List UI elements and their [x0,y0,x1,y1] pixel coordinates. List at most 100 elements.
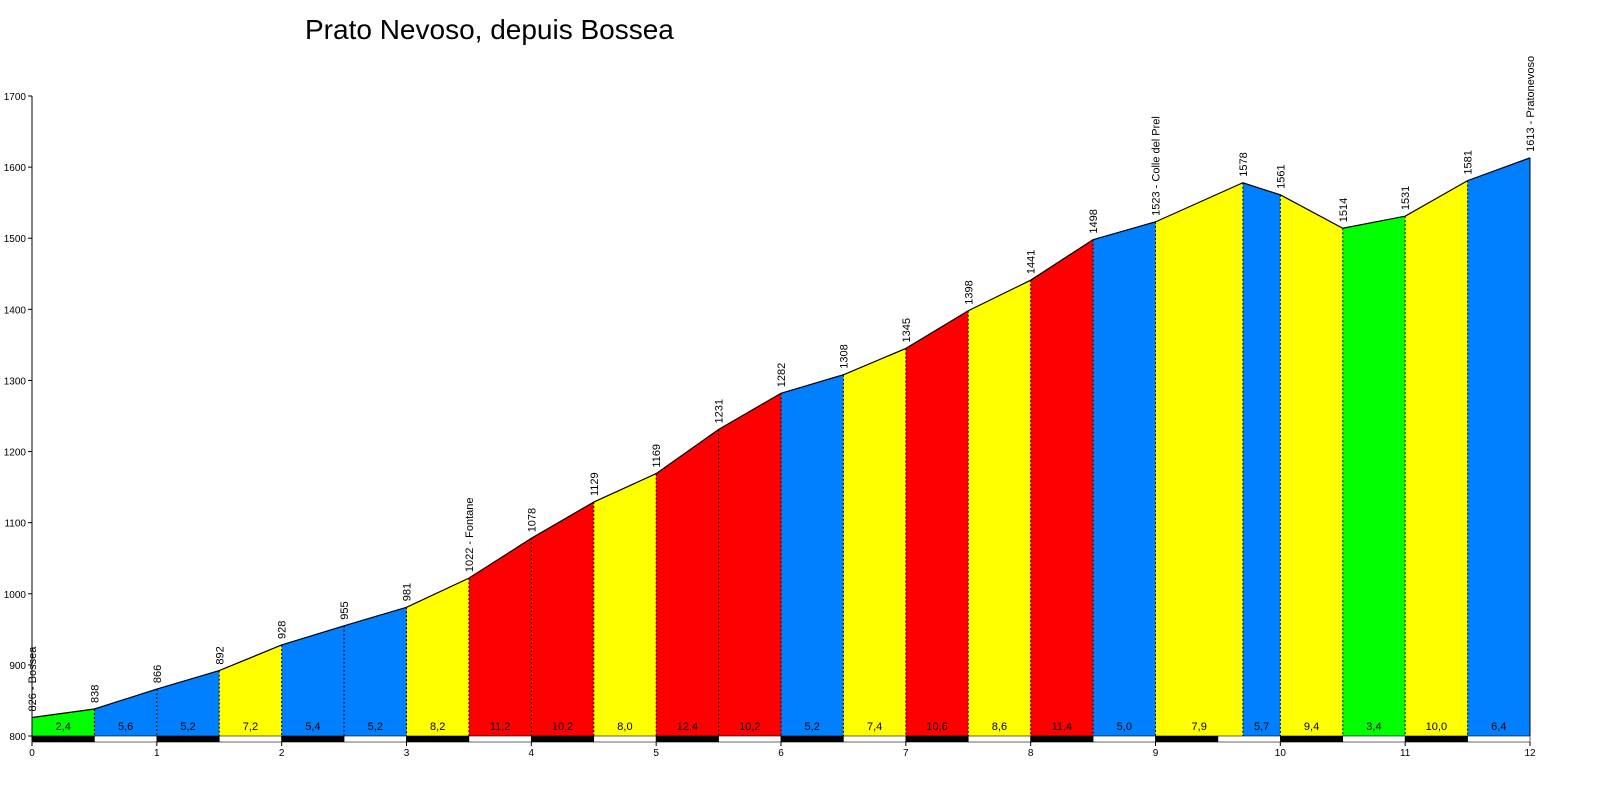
altitude-label: 955 [339,601,351,619]
km-bar-piece [281,735,345,743]
grade-label: 10,2 [552,721,573,733]
km-bar-piece [156,735,220,743]
grade-label: 5,2 [180,721,195,733]
altitude-label: 838 [89,685,101,703]
altitude-label: 1078 [526,508,538,532]
y-axis-tick-label: 1700 [4,92,27,103]
altitude-label: 1561 [1275,164,1287,188]
altitude-label: 1523 - Colle del Prel [1151,116,1163,216]
y-axis-tick-label: 1600 [4,163,27,174]
grade-labels: 2,4 5,6 5,2 7,2 5,4 5,2 8,2 11,2 10,2 8,0 12,4 10,2… [56,721,1507,733]
km-bar-piece [1155,735,1219,743]
grade-label: 5,4 [305,721,320,733]
grade-label: 10,0 [1426,721,1447,733]
x-axis-tick-label: 10 [1275,748,1287,759]
chart-title: Prato Nevoso, depuis Bossea [305,14,674,45]
axes: 800 900 1000 1100 1200 1300 1400 1500 1600 1700 0 1… [4,92,1536,759]
altitude-label: 1308 [838,344,850,368]
km-bar-piece [905,735,969,743]
x-axis-tick-label: 9 [1153,748,1159,759]
km-bar-piece [593,735,657,743]
grade-label: 10,6 [926,721,947,733]
altitude-label: 1231 [714,399,726,423]
segment-fill [843,348,906,736]
grade-label: 8,2 [430,721,445,733]
km-bar-piece [967,735,1031,743]
segment-fill [1280,194,1343,736]
altitude-label: 1514 [1338,198,1350,222]
x-axis-tick-label: 5 [653,748,659,759]
segment-fill [593,473,657,736]
km-bar-piece [1030,735,1094,743]
grade-label: 5,2 [368,721,383,733]
grade-label: 5,2 [805,721,820,733]
grade-label: 7,9 [1192,721,1207,733]
grade-label: 5,7 [1254,721,1269,733]
segment-fill [94,689,157,736]
altitude-label: 1282 [776,363,788,387]
segment-fill [531,502,594,736]
x-axis-tick-label: 1 [154,748,160,759]
altitude-label: 1578 [1238,152,1250,176]
y-axis-tick-label: 1400 [4,305,27,316]
altitude-labels: 826 - Bossea 838 866 892 928 955 981 1022 - Fon… [27,56,1537,712]
y-axis-tick-label: 1300 [4,376,27,387]
altitude-label: 1345 [901,318,913,342]
km-bar-piece [406,735,470,743]
grade-label: 2,4 [56,721,71,733]
altitude-label: 1531 [1400,186,1412,210]
km-bar-piece [1217,735,1281,743]
x-axis-tick-label: 0 [29,748,35,759]
segment-fill [344,607,407,736]
grade-label: 5,6 [118,721,133,733]
km-bar-piece [1467,735,1531,743]
grade-label: 3,4 [1366,721,1381,733]
y-axis-tick-label: 1200 [4,448,27,459]
grade-label: 12,4 [677,721,698,733]
altitude-label: 928 [277,621,289,639]
km-bar-piece [94,735,158,743]
y-axis-tick-label: 1000 [4,590,27,601]
segment-fill [718,393,781,736]
km-bar-piece [655,735,719,743]
altitude-label: 866 [152,665,164,683]
altitude-label: 1129 [589,472,601,496]
altitude-label: 1581 [1463,150,1475,174]
segment-fill [1342,216,1406,736]
grade-label: 11,4 [1052,721,1073,733]
altitude-label: 1613 - Pratonevoso [1525,56,1537,152]
km-bar-piece [531,735,595,743]
x-axis-tick-label: 6 [778,748,784,759]
grade-label: 7,4 [867,721,882,733]
profile-outline [31,157,1531,719]
segment-fill [781,374,844,736]
km-bar-piece [1342,735,1406,743]
y-axis-tick-label: 1500 [4,234,27,245]
x-axis-tick-label: 7 [903,748,909,759]
grade-label: 7,2 [243,721,258,733]
altitude-label: 826 - Bossea [27,646,39,712]
segment-fill [468,538,532,736]
km-bar-piece [1092,735,1156,743]
segment-dividers [93,157,1531,736]
y-axis-tick-label: 1100 [4,519,26,530]
km-bar-piece [1280,735,1344,743]
altitude-label: 1398 [963,280,975,304]
segment-fill [406,578,469,736]
segment-fill [1467,157,1530,736]
segment-fill [156,670,220,736]
grade-label: 5,0 [1117,721,1132,733]
altitude-label: 981 [402,583,414,601]
grade-label: 6,4 [1491,721,1506,733]
x-axis-tick-label: 2 [279,748,285,759]
segment-fill [656,429,719,736]
altitude-label: 1441 [1026,250,1038,274]
grade-label: 10,2 [739,721,760,733]
km-bar-piece [718,735,782,743]
altitude-label: 892 [214,646,226,664]
x-axis-tick-label: 4 [529,748,535,759]
grade-label: 11,2 [490,721,511,733]
km-bar-piece [1404,735,1468,743]
km-bar-piece [31,735,95,743]
